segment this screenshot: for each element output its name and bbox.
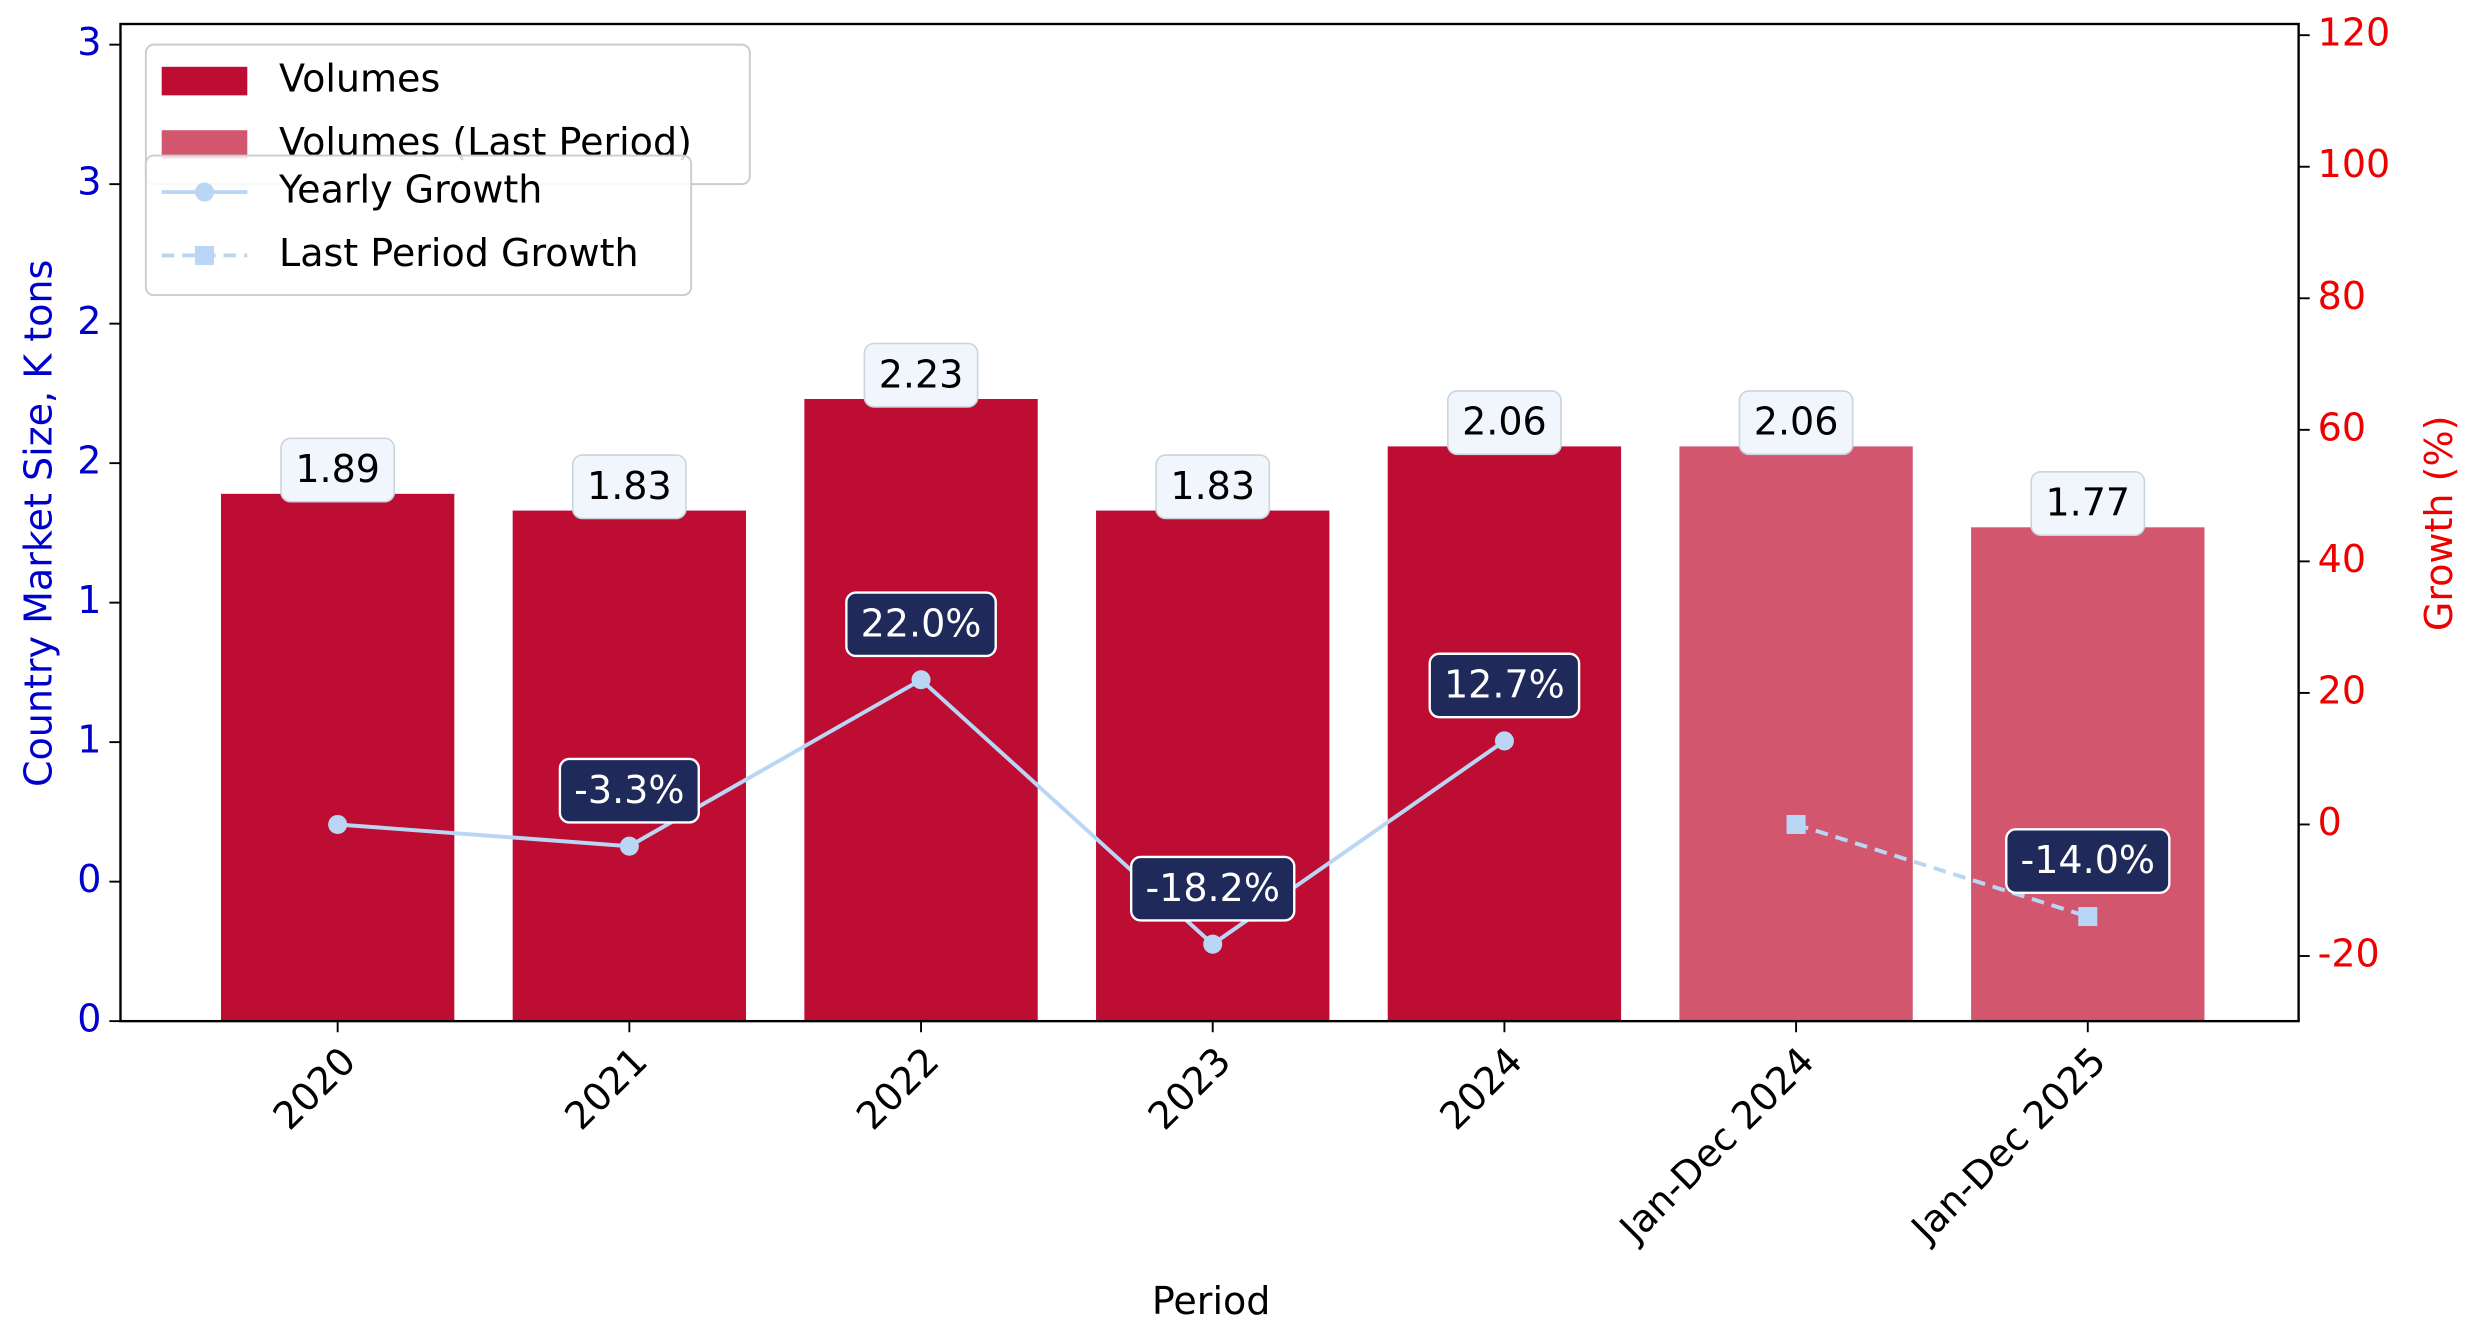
y2-tick-label: 80 (2318, 274, 2366, 318)
bar (1679, 446, 1913, 1022)
value-label: 1.83 (1170, 464, 1255, 508)
growth-label: -3.3% (574, 768, 684, 812)
y-tick-label: 2 (77, 439, 101, 483)
value-label-box (1738, 390, 1854, 456)
bar (220, 493, 455, 1022)
y-tick-label: 1 (77, 718, 101, 762)
y2-tick-label: 120 (2318, 11, 2391, 55)
marker (619, 836, 639, 856)
marker (2078, 907, 2098, 927)
marker (1786, 814, 1806, 834)
value-label: 1.77 (2045, 481, 2130, 525)
plot-frame (119, 22, 2300, 1023)
y-tick-label: 1 (77, 578, 101, 622)
x-tick-label: 2021 (556, 1039, 656, 1139)
x-tick-label: Jan-Dec 2025 (1902, 1039, 2115, 1252)
y2-tick-label: 20 (2318, 668, 2366, 712)
legend-marker (194, 182, 215, 202)
value-label-box (1447, 390, 1562, 456)
x-tick-label: 2020 (265, 1039, 365, 1139)
y-tick-label: 0 (77, 857, 101, 901)
value-label-box (2030, 471, 2146, 537)
value-label: 2.06 (1462, 400, 1547, 444)
growth-label: -18.2% (1145, 866, 1280, 910)
growth-label-box (845, 591, 997, 658)
bar (804, 398, 1038, 1022)
growth-label-box (1129, 855, 1296, 922)
y-tick-label: 3 (77, 160, 101, 204)
y-tick-label: 0 (77, 997, 101, 1041)
legend-label: Last Period Growth (279, 231, 639, 275)
legend-box (144, 154, 693, 297)
legend-label: Volumes (279, 57, 440, 101)
y2-tick-label: 60 (2318, 405, 2366, 449)
marker (328, 814, 348, 834)
legend-label: Yearly Growth (278, 168, 542, 212)
x-tick-label: 2022 (848, 1039, 948, 1139)
marker (1203, 934, 1223, 954)
growth-label-box (558, 757, 700, 824)
y-axis-label: Country Market Size, K tons (17, 260, 61, 787)
marker (1494, 731, 1514, 751)
x-tick-label: 2024 (1431, 1039, 1531, 1139)
x-axis-label: Period (1152, 1279, 1271, 1323)
legend-swatch (161, 66, 248, 96)
value-label-box (571, 454, 687, 520)
y2-tick-label: 0 (2318, 800, 2342, 844)
growth-label-box (1428, 652, 1581, 719)
value-label-box (1155, 454, 1271, 520)
value-label: 1.89 (295, 447, 380, 491)
bar (1971, 527, 2205, 1022)
legend-marker (194, 245, 215, 265)
x-tick-label: 2023 (1140, 1039, 1240, 1139)
y2-tick-label: -20 (2318, 932, 2380, 976)
marker (911, 670, 931, 690)
y2-tick-label: 100 (2318, 142, 2391, 186)
value-label: 1.83 (587, 464, 672, 508)
line (1795, 822, 2089, 919)
y2-tick-label: 40 (2318, 537, 2366, 581)
value-label-box (280, 437, 396, 503)
growth-label: -14.0% (2021, 838, 2156, 882)
value-label: 2.23 (879, 352, 964, 396)
growth-label-box (2005, 828, 2171, 894)
x-tick-label: Jan-Dec 2024 (1610, 1039, 1823, 1252)
y2-axis-label: Growth (%) (2417, 416, 2461, 632)
value-label-box (863, 342, 979, 408)
legend-swatch (161, 130, 248, 159)
y-tick-label: 3 (77, 20, 101, 64)
growth-label: 22.0% (861, 601, 982, 645)
growth-label: 12.7% (1444, 663, 1565, 707)
value-label: 2.06 (1754, 400, 1839, 444)
y-tick-label: 2 (77, 299, 101, 343)
